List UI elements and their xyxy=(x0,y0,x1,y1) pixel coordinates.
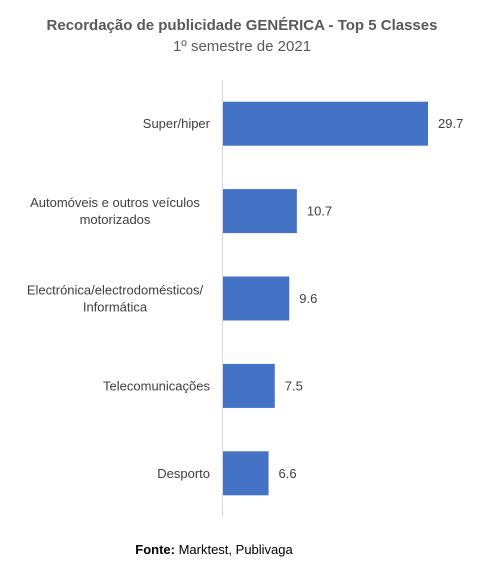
data-label-3: 7.5 xyxy=(285,378,303,393)
bar-3 xyxy=(223,363,275,408)
category-label-4: Desporto xyxy=(157,466,210,481)
category-label-3: Telecomunicações xyxy=(103,378,210,393)
source-note: Fonte: Marktest, Publivaga xyxy=(0,542,428,557)
bar-1 xyxy=(223,189,297,234)
source-label: Fonte: xyxy=(135,542,175,557)
data-label-4: 6.6 xyxy=(279,466,297,481)
category-label-line: motorizados xyxy=(80,212,151,227)
chart-subtitle: 1º semestre de 2021 xyxy=(172,38,312,55)
category-label-1: Automóveis e outros veículos motorizados xyxy=(30,195,200,227)
chart-title: Recordação de publicidade GENÉRICA - Top… xyxy=(46,17,438,34)
bar-4 xyxy=(223,451,269,496)
category-label-line: Desporto xyxy=(157,466,210,481)
category-label-0: Super/hiper xyxy=(143,116,211,131)
bar-2 xyxy=(223,276,290,321)
category-label-line: Electrónica/electrodomésticos/ xyxy=(27,283,204,298)
category-label-2: Electrónica/electrodomésticos/Informátic… xyxy=(27,283,204,315)
data-label-0: 29.7 xyxy=(438,116,463,131)
source-text: Marktest, Publivaga xyxy=(174,542,293,557)
data-label-2: 9.6 xyxy=(299,291,317,306)
data-label-1: 10.7 xyxy=(307,204,332,219)
bar-0 xyxy=(223,101,429,146)
category-label-line: Telecomunicações xyxy=(103,378,210,393)
category-label-line: Automóveis e outros veículos xyxy=(30,195,200,210)
category-label-line: Super/hiper xyxy=(143,116,211,131)
category-label-line: Informática xyxy=(83,300,148,315)
